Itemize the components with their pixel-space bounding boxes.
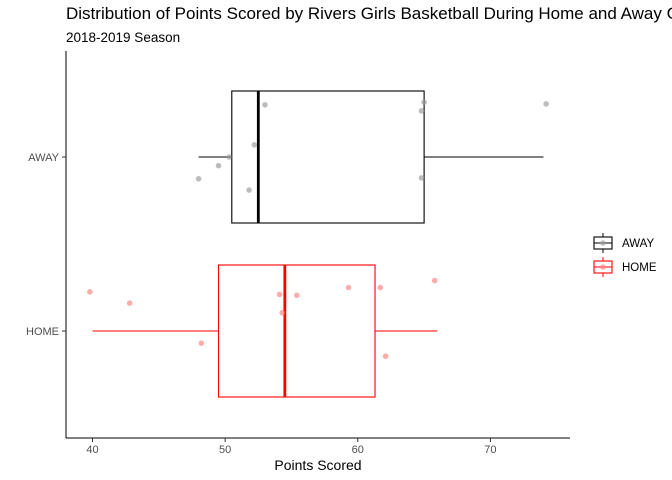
home-data-point — [87, 289, 93, 295]
y-tick-label: AWAY — [28, 152, 59, 164]
away-data-point — [418, 175, 425, 181]
away-data-point — [246, 187, 252, 193]
x-tick-label: 40 — [86, 444, 98, 456]
away-data-point — [418, 108, 425, 114]
plot-area — [87, 90, 549, 398]
home-data-point — [345, 284, 352, 291]
away-data-point — [262, 102, 268, 108]
chart-subtitle: 2018-2019 Season — [66, 30, 180, 45]
away-data-point — [226, 154, 232, 160]
home-data-point — [198, 340, 205, 346]
x-axis-ticks: 40 50 60 70 — [86, 438, 497, 456]
y-axis-ticks: AWAY HOME — [26, 152, 66, 338]
legend-key-home — [593, 257, 613, 277]
away-box — [231, 90, 425, 224]
chart-title: Distribution of Points Scored by Rivers … — [66, 4, 672, 23]
y-tick-label: HOME — [26, 326, 59, 338]
legend-point — [600, 264, 606, 270]
home-data-point — [431, 277, 438, 284]
away-data-point — [543, 101, 549, 107]
home-data-point — [279, 309, 285, 316]
home-data-point — [377, 284, 384, 291]
away-data-point — [195, 175, 202, 182]
boxplot-away — [195, 90, 549, 224]
legend-point — [600, 240, 606, 246]
away-data-point — [251, 142, 258, 148]
away-data-point — [421, 99, 427, 105]
legend-label-home: HOME — [622, 262, 657, 274]
x-tick-label: 50 — [219, 444, 231, 456]
home-data-point — [382, 353, 389, 360]
home-data-point — [293, 292, 300, 299]
home-data-point — [276, 291, 283, 298]
x-tick-label: 60 — [352, 444, 364, 456]
home-box — [217, 264, 376, 398]
boxplot-home — [87, 264, 438, 398]
x-axis-title: Points Scored — [274, 457, 361, 473]
away-data-point — [215, 162, 222, 169]
legend-key-away — [593, 233, 613, 253]
legend: AWAY HOME — [593, 233, 657, 277]
x-tick-label: 70 — [484, 444, 496, 456]
legend-label-away: AWAY — [622, 238, 654, 250]
home-data-point — [126, 300, 133, 306]
